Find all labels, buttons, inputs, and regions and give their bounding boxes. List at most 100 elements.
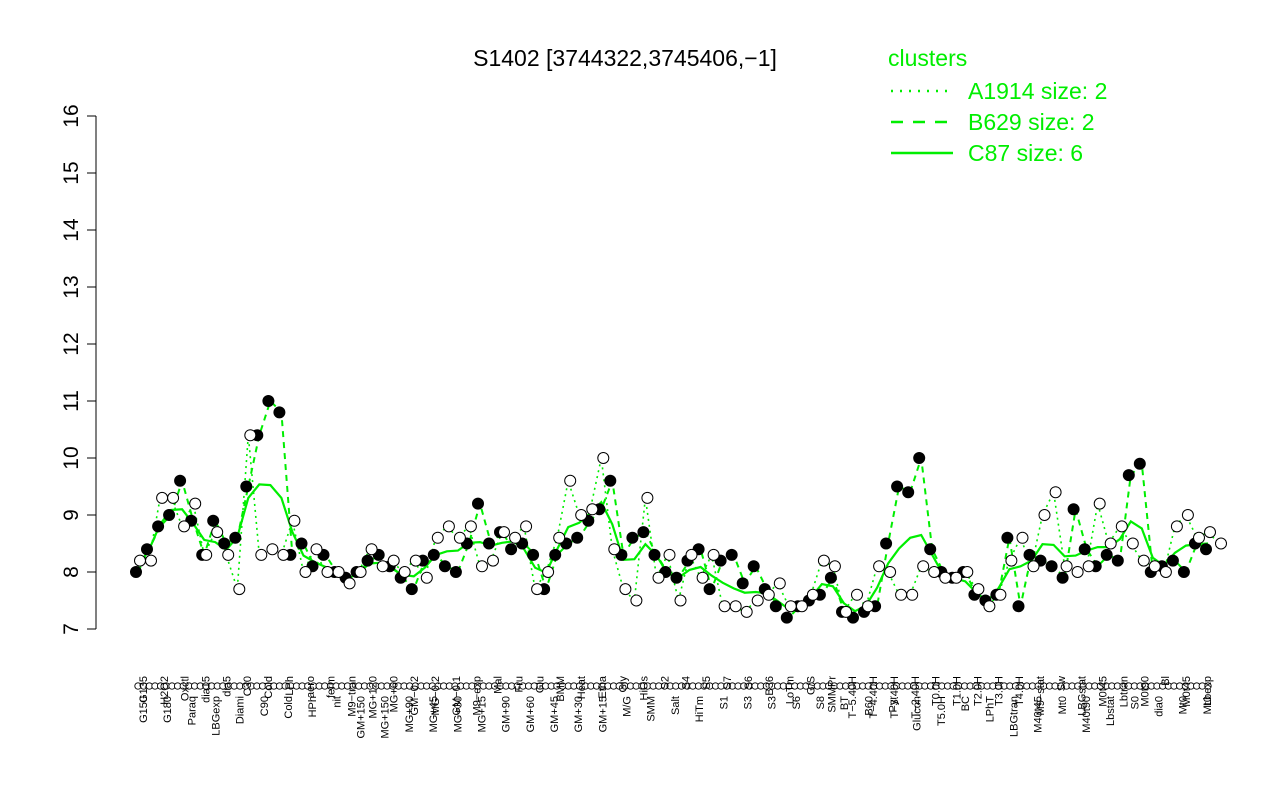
data-point — [487, 554, 499, 567]
data-point — [663, 548, 676, 561]
y-tick-label: 12 — [60, 332, 83, 355]
data-point — [747, 560, 760, 573]
data-point — [586, 503, 599, 516]
data-point — [464, 520, 477, 533]
data-point — [531, 583, 544, 596]
x-tick-label: HiOs — [639, 676, 651, 701]
data-point — [255, 548, 268, 561]
x-tick-label: Lbstat — [1105, 696, 1117, 726]
x-tick-label: M/G — [622, 696, 634, 717]
x-tick-label: MG+30 — [452, 696, 464, 732]
data-point — [1177, 566, 1190, 578]
data-point — [1049, 486, 1062, 499]
x-tick-label: T−3.40H — [889, 676, 901, 719]
data-point — [564, 474, 577, 487]
x-tick-label: GM−0.1 — [451, 676, 463, 715]
x-tick-label: T−5.40H — [847, 676, 859, 719]
legend-title: clusters — [888, 45, 967, 71]
cluster-line-a1914 — [138, 435, 1220, 614]
data-point — [244, 429, 257, 442]
data-point — [1016, 531, 1029, 544]
x-tick-mark — [1204, 682, 1212, 690]
data-point — [769, 600, 782, 613]
data-point — [343, 577, 356, 590]
data-point — [608, 543, 621, 556]
x-tick-label: Glucon — [912, 696, 924, 731]
x-tick-label: C30 — [242, 676, 254, 696]
data-point — [1045, 560, 1058, 573]
x-tick-label: Bl — [1160, 676, 1172, 686]
data-point — [604, 474, 617, 487]
x-tick-label: HPh — [307, 696, 319, 717]
x-tick-label: S6 — [743, 676, 755, 689]
series-points — [130, 395, 1227, 624]
x-tick-label: Mt0 — [1057, 696, 1069, 714]
x-tick-label: LBGtran — [1008, 696, 1020, 737]
data-point — [575, 509, 588, 521]
x-tick-label: S2 — [660, 676, 672, 689]
data-point — [365, 543, 378, 556]
data-point — [670, 571, 683, 584]
data-point — [1012, 600, 1025, 613]
data-point — [895, 588, 908, 601]
data-point — [476, 560, 488, 573]
x-tick-label: M9−tran — [347, 676, 359, 717]
data-point — [1078, 543, 1091, 556]
y-tick-label: 8 — [60, 566, 83, 578]
x-tick-label: aero — [305, 676, 317, 698]
data-point — [736, 577, 749, 590]
y-tick-label: 16 — [60, 104, 83, 127]
data-point — [630, 594, 643, 607]
data-point — [1001, 531, 1014, 544]
data-point — [795, 600, 808, 613]
series-lines — [137, 399, 1220, 620]
data-point — [1159, 566, 1172, 578]
x-tick-label: LBGexp — [210, 696, 222, 736]
data-point — [332, 566, 345, 578]
x-tick-label: dia0 — [1154, 696, 1166, 717]
x-tick-label: H2O2 — [159, 676, 171, 705]
data-point — [1133, 457, 1146, 470]
y-tick-label: 11 — [60, 390, 83, 412]
x-tick-label: GM+60 — [525, 696, 537, 732]
x-tick-label: MG+120 — [367, 676, 379, 719]
data-point — [950, 571, 963, 584]
data-point — [453, 531, 466, 544]
data-point — [1005, 554, 1018, 567]
data-point — [1067, 503, 1080, 516]
data-point — [939, 571, 952, 584]
legend-label: A1914 size: 2 — [968, 78, 1107, 104]
x-tick-label: Mt0 — [1178, 696, 1190, 714]
data-point — [189, 497, 202, 510]
data-point — [420, 571, 433, 584]
x-tick-label: dia5 — [221, 676, 233, 697]
x-tick-label: T5.0H — [936, 696, 948, 726]
x-tick-label: S3 — [767, 696, 779, 709]
x-tick-label: M0t45 — [1098, 676, 1110, 707]
data-point — [174, 474, 187, 487]
data-point — [1027, 560, 1040, 573]
data-point — [1193, 531, 1205, 544]
data-point — [1060, 560, 1073, 573]
data-point — [725, 548, 738, 561]
x-tick-label: Mt0 — [1202, 696, 1214, 714]
data-point — [862, 600, 874, 613]
x-tick-label: S5 — [701, 676, 713, 689]
data-point — [218, 537, 231, 550]
x-tick-label: S7 — [722, 676, 734, 689]
data-point — [167, 491, 180, 504]
x-tick-label: S1 — [718, 696, 730, 709]
x-tick-label: GM+150 — [356, 696, 368, 739]
data-point — [361, 554, 374, 567]
x-tick-label: M40t45 — [1033, 696, 1045, 733]
data-point — [542, 566, 555, 578]
data-point — [211, 526, 224, 539]
x-tick-label: Gly — [618, 676, 630, 693]
data-point — [1082, 560, 1095, 573]
x-tick-label: S3 — [742, 696, 754, 709]
x-tick-label: T−4.40H — [868, 676, 880, 719]
data-point — [880, 537, 893, 550]
data-point — [784, 600, 797, 613]
x-tick-label: G150 — [138, 696, 150, 723]
data-point — [321, 566, 334, 578]
